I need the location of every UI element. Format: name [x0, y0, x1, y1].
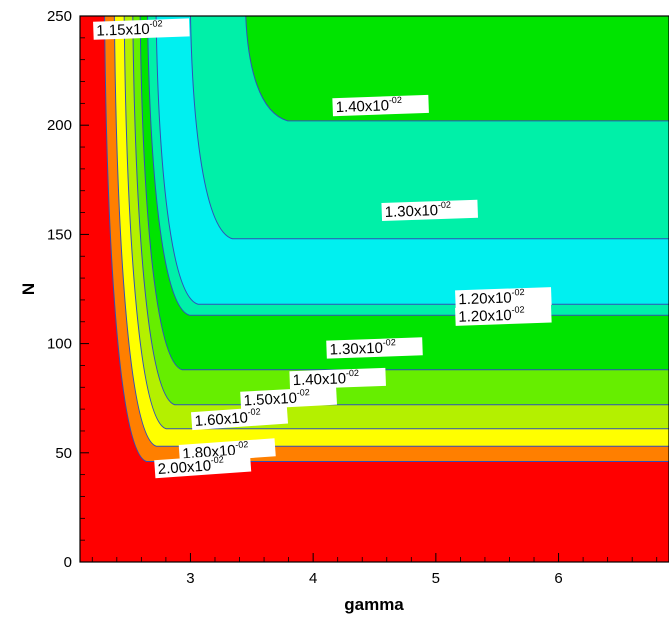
- x-tick-label: 3: [186, 570, 194, 587]
- y-tick-label: 100: [47, 336, 72, 353]
- y-tick-label: 0: [64, 554, 72, 571]
- contour-line: [155, 16, 669, 305]
- contour-label-text: 1.30x10-02: [329, 337, 396, 358]
- y-axis-title: N: [19, 283, 38, 295]
- contour-label-box: [455, 304, 552, 326]
- contour-label-text: 1.50x10-02: [243, 387, 310, 409]
- contour-label-text: 1.40x10-02: [335, 95, 402, 116]
- contour-label-text: 1.20x10-02: [458, 304, 525, 325]
- x-tick-label: 5: [432, 570, 440, 587]
- y-tick-label: 250: [47, 8, 72, 25]
- contour-line: [123, 16, 669, 430]
- contour-label-box: [191, 405, 289, 431]
- y-tick-label: 150: [47, 226, 72, 243]
- contour-label: 2.00x10-02: [154, 453, 252, 479]
- contour-line: [147, 16, 669, 316]
- contour-label-box: [289, 367, 386, 390]
- contour-label: 1.50x10-02: [240, 386, 338, 410]
- contour-label-text: 1.60x10-02: [194, 406, 262, 430]
- y-tick-label: 50: [55, 445, 72, 462]
- y-tick-label: 200: [47, 117, 72, 134]
- contour-label-box: [240, 386, 338, 410]
- contour-label-box: [154, 453, 252, 479]
- contour-label: 1.15x10-02: [93, 18, 190, 40]
- contour-line: [245, 16, 669, 122]
- plot-frame: [79, 15, 669, 563]
- contour-labels: 1.15x10-02 1.40x10-02 1.30x10-02 1.20x10-02…: [93, 18, 552, 479]
- contour-line: [139, 16, 669, 371]
- contour-label-box: [455, 287, 552, 309]
- contour-label-box: [381, 199, 479, 222]
- contour-label: 1.60x10-02: [191, 405, 289, 431]
- contour-lines: [104, 16, 669, 463]
- contour-line: [113, 16, 669, 447]
- contour-label: 1.30x10-02: [326, 337, 423, 359]
- x-axis-title: gamma: [344, 595, 404, 614]
- contour-label-text: 1.15x10-02: [96, 18, 163, 39]
- contour-label: 1.20x10-02: [455, 287, 552, 309]
- contour-line: [104, 16, 669, 463]
- contour-label-box: [178, 438, 276, 463]
- contour-bands: [80, 16, 669, 562]
- contour-label: 1.20x10-02: [455, 304, 552, 326]
- x-tick-label: 4: [309, 570, 317, 587]
- contour-line: [132, 16, 669, 406]
- x-tick-label: 6: [554, 570, 562, 587]
- contour-line: [189, 16, 669, 240]
- contour-band: [245, 16, 669, 121]
- contour-label-text: 1.40x10-02: [292, 368, 359, 389]
- contour-label: 1.40x10-02: [332, 94, 429, 117]
- contour-label-text: 1.20x10-02: [458, 287, 525, 308]
- contour-label-box: [332, 94, 429, 117]
- contour-label: 1.30x10-02: [381, 199, 479, 222]
- contour-label-text: 2.00x10-02: [157, 454, 225, 478]
- contour-label: 1.40x10-02: [289, 367, 386, 390]
- axis-ticks: 3 4 5 6 0 50 100 150 200 250: [47, 8, 658, 587]
- contour-label-box: [93, 18, 190, 40]
- contour-label-box: [326, 337, 423, 359]
- contour-label-text: 1.30x10-02: [384, 200, 451, 221]
